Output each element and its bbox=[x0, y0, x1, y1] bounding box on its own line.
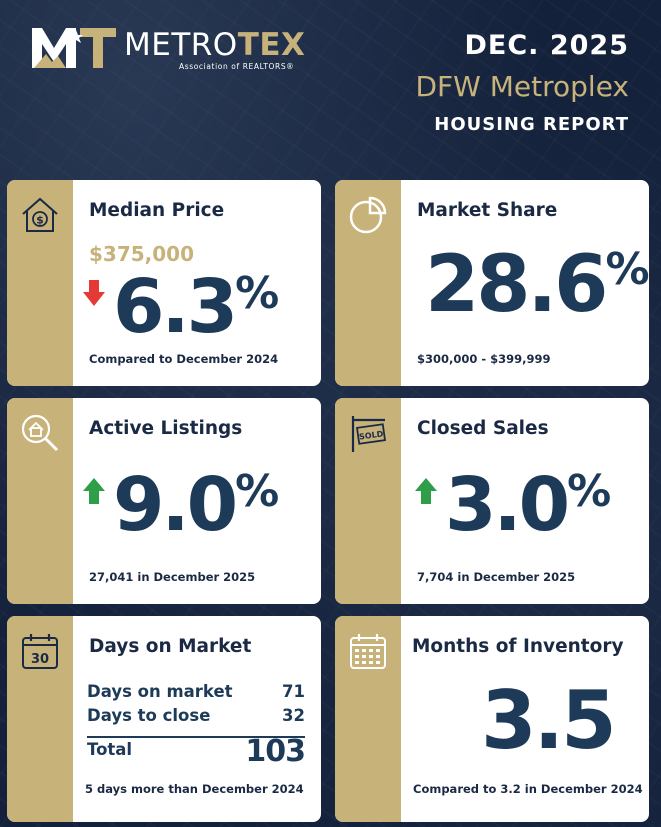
median-price-value: $375,000 bbox=[89, 242, 195, 266]
house-search-icon bbox=[21, 414, 59, 452]
row-label: Days on market bbox=[87, 682, 233, 701]
svg-text:30: 30 bbox=[31, 652, 49, 667]
months-of-inventory-value: 3.5 bbox=[481, 674, 617, 767]
arrow-down-icon bbox=[83, 280, 105, 306]
months-of-inventory-card: Months of Inventory 3.5 Compared to 3.2 … bbox=[335, 616, 649, 822]
calendar-grid-icon bbox=[350, 634, 386, 669]
days-on-market-card: 30 Days on Market Days on market 71 Days… bbox=[7, 616, 321, 822]
report-region: DFW Metroplex bbox=[415, 70, 630, 103]
card-stripe bbox=[335, 616, 401, 822]
pie-chart-icon bbox=[349, 196, 387, 234]
report-date: DEC. 2025 bbox=[464, 30, 629, 61]
card-title: Median Price bbox=[89, 200, 225, 221]
card-note: Compared to 3.2 in December 2024 bbox=[413, 782, 643, 796]
market-share-value: 28.6% bbox=[425, 240, 649, 330]
sold-sign-icon: SOLD bbox=[351, 416, 387, 452]
card-title: Market Share bbox=[417, 200, 558, 221]
calendar-30-icon: 30 bbox=[22, 634, 58, 669]
total-label: Total bbox=[87, 740, 133, 759]
total-divider bbox=[87, 736, 305, 738]
median-price-card: $ Median Price $375,000 6.3% Compared to… bbox=[7, 180, 321, 386]
logo-subtitle: Association of REALTORS® bbox=[179, 62, 295, 71]
card-note: 7,704 in December 2025 bbox=[417, 570, 576, 584]
row-value: 71 bbox=[282, 682, 305, 701]
card-note: $300,000 - $399,999 bbox=[417, 352, 551, 366]
row-label: Days to close bbox=[87, 706, 211, 725]
active-listings-card: Active Listings 9.0% 27,041 in December … bbox=[7, 398, 321, 604]
arrow-up-icon bbox=[83, 478, 105, 504]
mt-logo-mark-icon bbox=[32, 28, 116, 68]
card-stripe bbox=[335, 398, 401, 604]
metrotex-logo: METROTEX Association of REALTORS® bbox=[32, 26, 312, 71]
report-title: HOUSING REPORT bbox=[434, 114, 629, 135]
card-stripe bbox=[7, 616, 73, 822]
card-title: Closed Sales bbox=[417, 418, 549, 439]
closed-sales-change: 3.0% bbox=[445, 462, 612, 548]
card-note: Compared to December 2024 bbox=[89, 352, 279, 366]
arrow-up-icon bbox=[415, 478, 437, 504]
card-note: 5 days more than December 2024 bbox=[85, 782, 304, 796]
row-value: 32 bbox=[282, 706, 305, 725]
logo-wordmark: METROTEX bbox=[124, 27, 306, 63]
total-value: 103 bbox=[245, 734, 306, 769]
card-title: Months of Inventory bbox=[412, 636, 624, 657]
house-dollar-icon: $ bbox=[22, 197, 58, 232]
closed-sales-card: SOLD Closed Sales 3.0% 7,704 in December… bbox=[335, 398, 649, 604]
card-stripe bbox=[7, 398, 73, 604]
card-stripe bbox=[7, 180, 73, 386]
active-listings-change: 9.0% bbox=[113, 462, 280, 548]
card-title: Active Listings bbox=[89, 418, 243, 439]
card-stripe bbox=[335, 180, 401, 386]
svg-text:$: $ bbox=[36, 214, 44, 227]
card-title: Days on Market bbox=[89, 636, 252, 657]
card-note: 27,041 in December 2025 bbox=[89, 570, 256, 584]
median-price-change: 6.3% bbox=[113, 264, 280, 350]
market-share-card: Market Share 28.6% $300,000 - $399,999 bbox=[335, 180, 649, 386]
svg-text:SOLD: SOLD bbox=[359, 429, 385, 441]
